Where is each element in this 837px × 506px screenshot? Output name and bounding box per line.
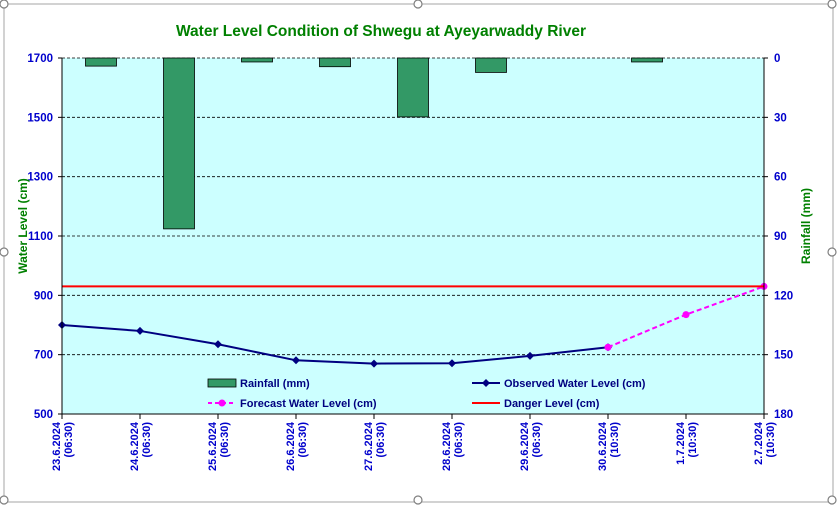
legend-item: Danger Level (cm) [472,398,600,410]
y-tick-label-right: 60 [774,172,787,184]
rainfall-bar [319,57,351,68]
observed-water-level-line [61,324,609,365]
observed-point [526,351,534,360]
y-tick-label-left: 1100 [28,231,53,243]
resize-handle-middle-right[interactable] [827,247,837,257]
legend-item: Observed Water Level (cm) [472,378,646,390]
water-level-lines [58,282,768,368]
y-tick-label-right: 150 [774,350,793,362]
resize-handle-top-center[interactable] [413,0,423,9]
x-tick-label: 30.6.2024(10:30) [597,421,621,471]
observed-point [292,356,300,365]
y-tick-label-right: 0 [774,53,780,65]
x-axis-ticks: 23.6.2024(06:30) 24.6.2024(06:30) 25.6.202… [51,414,777,471]
legend-item: Rainfall (mm) [207,378,310,390]
legend-marker [482,379,490,387]
resize-handle-top-left[interactable] [0,0,9,9]
legend-label: Rainfall (mm) [240,378,310,390]
y-axis-right-title: Rainfall (mm) [799,188,813,264]
forecast-point [682,311,690,319]
x-tick-label: 2.7.2024(10:30) [753,421,777,465]
y-tick-label-left: 500 [34,409,53,421]
x-tick-label: 25.6.2024(06:30) [207,421,231,471]
x-tick-label: 27.6.2024(06:30) [363,421,387,471]
legend-label: Observed Water Level (cm) [504,378,646,390]
resize-handle-bottom-right[interactable] [827,495,837,505]
x-tick-label: 1.7.2024(10:30) [675,421,699,465]
right-axis-ticks: 0 30 60 90 120 150 180 [764,53,793,421]
resize-handle-bottom-center[interactable] [413,495,423,505]
legend: Rainfall (mm) Observed Water Level (cm) Fo… [207,378,646,410]
y-tick-label-left: 700 [34,350,53,362]
observed-point [136,326,144,335]
rainfall-bar [85,57,117,67]
x-tick-label: 23.6.2024(06:30) [51,421,75,471]
legend-marker [218,399,226,407]
y-tick-label-right: 30 [774,112,787,124]
rainfall-bar [475,57,507,73]
chart-title: Water Level Condition of Shwegu at Ayeya… [176,23,586,40]
resize-handle-top-right[interactable] [827,0,837,9]
rainfall-bar [163,57,195,230]
observed-point [214,340,222,349]
y-axis-left-title: Water Level (cm) [16,178,30,274]
x-tick-label: 28.6.2024(06:30) [441,421,465,471]
y-tick-label-right: 90 [774,231,787,243]
y-tick-label-right: 120 [774,290,793,302]
legend-item: Forecast Water Level (cm) [208,398,377,410]
legend-label: Forecast Water Level (cm) [240,398,377,410]
observed-point [370,359,378,368]
forecast-point [604,343,612,351]
rainfall-bar [631,57,663,63]
y-tick-label-right: 180 [774,409,793,421]
rainfall-bars [85,57,663,230]
y-tick-label-left: 1300 [27,172,53,184]
resize-handle-bottom-left[interactable] [0,495,9,505]
y-tick-label-left: 900 [34,290,53,302]
x-tick-label: 26.6.2024(06:30) [285,421,309,471]
y-tick-label-left: 1700 [27,53,53,65]
observed-point [448,359,456,368]
rainfall-bar [241,57,273,63]
left-axis-ticks: 500 700 900 1100 1300 1500 1700 [27,53,62,421]
legend-label: Danger Level (cm) [504,398,600,410]
y-tick-label-left: 1500 [27,112,53,124]
resize-handle-middle-left[interactable] [0,247,9,257]
x-tick-label: 29.6.2024(06:30) [519,421,543,471]
x-tick-label: 24.6.2024(06:30) [129,421,153,471]
rainfall-bar [397,57,429,118]
legend-rainfall-swatch [207,378,237,388]
